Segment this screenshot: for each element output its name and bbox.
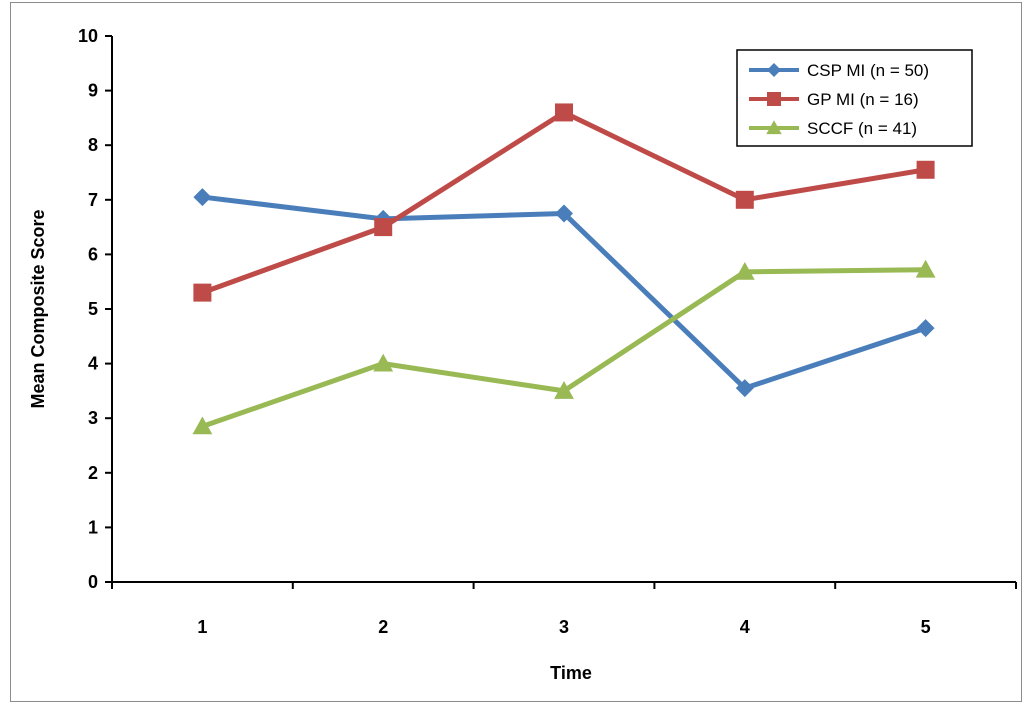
data-point-diamond [193, 188, 212, 207]
data-point-triangle [734, 261, 755, 280]
y-tick-label: 10 [78, 26, 98, 46]
data-point-square [193, 283, 212, 302]
y-tick-label: 4 [88, 354, 98, 374]
data-point-triangle [915, 259, 936, 278]
y-tick-label: 3 [88, 408, 98, 428]
data-point-square [916, 160, 935, 179]
x-tick-labels: 1 2 3 4 5 [197, 617, 930, 637]
data-point-diamond [555, 204, 573, 223]
x-tick-label: 2 [378, 617, 388, 637]
y-tick-label: 1 [88, 517, 98, 537]
series-group [192, 103, 936, 435]
data-point-diamond [735, 379, 754, 398]
y-tick-label: 9 [88, 81, 98, 101]
series-line [201, 267, 926, 429]
x-tick-label: 1 [197, 617, 207, 637]
y-tick-label: 6 [88, 244, 98, 264]
y-tick-label: 7 [88, 190, 98, 210]
y-tick-label: 8 [88, 135, 98, 155]
data-point-triangle [766, 120, 782, 135]
axes [105, 35, 1017, 589]
data-point-square [767, 92, 781, 106]
legend-item: GP MI (n = 16) [749, 90, 919, 109]
series-diamond [193, 188, 935, 398]
x-tick-label: 3 [559, 617, 569, 637]
series-square [193, 103, 935, 302]
y-tick-labels: 0 1 2 3 4 5 6 7 8 9 10 [78, 26, 98, 592]
legend: CSP MI (n = 50) GP MI (n = 16) SCCF (n = 4… [736, 49, 973, 147]
series-line [202, 194, 927, 391]
data-point-square [374, 218, 393, 237]
y-tick-label: 0 [88, 572, 98, 592]
x-tick-label: 4 [740, 617, 750, 637]
data-point-triangle [373, 353, 394, 372]
data-point-square [555, 103, 573, 122]
x-axis-title: Time [550, 663, 592, 683]
legend-label: GP MI (n = 16) [807, 90, 919, 109]
data-point-triangle [554, 381, 574, 399]
data-point-diamond [767, 63, 781, 77]
legend-label: SCCF (n = 41) [807, 119, 917, 138]
series-triangle [192, 259, 936, 435]
y-tick-label: 5 [88, 299, 98, 319]
data-point-triangle [192, 416, 213, 435]
x-tick-label: 5 [921, 617, 931, 637]
legend-item: CSP MI (n = 50) [749, 61, 929, 80]
data-point-diamond [916, 319, 935, 338]
legend-item: SCCF (n = 41) [749, 119, 917, 138]
y-tick-label: 2 [88, 463, 98, 483]
data-point-square [735, 190, 754, 209]
y-axis-title: Mean Composite Score [28, 209, 48, 408]
legend-label: CSP MI (n = 50) [807, 61, 929, 80]
